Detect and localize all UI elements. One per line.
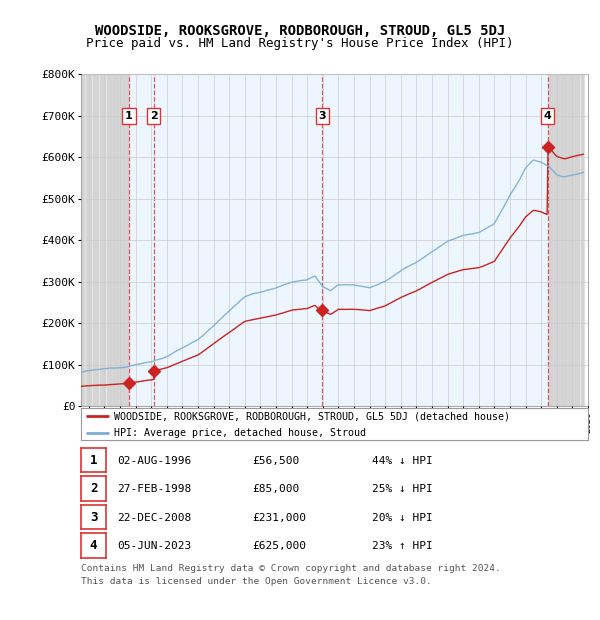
Text: Price paid vs. HM Land Registry's House Price Index (HPI): Price paid vs. HM Land Registry's House … <box>86 37 514 50</box>
Bar <box>576 74 577 406</box>
Text: 05-JUN-2023: 05-JUN-2023 <box>117 541 191 551</box>
Bar <box>559 74 560 406</box>
Text: 1: 1 <box>125 111 133 121</box>
Bar <box>121 74 122 406</box>
Bar <box>102 74 103 406</box>
Text: 44% ↓ HPI: 44% ↓ HPI <box>372 456 433 466</box>
Bar <box>548 74 549 406</box>
Text: WOODSIDE, ROOKSGROVE, RODBOROUGH, STROUD, GL5 5DJ: WOODSIDE, ROOKSGROVE, RODBOROUGH, STROUD… <box>95 24 505 38</box>
Text: 27-FEB-1998: 27-FEB-1998 <box>117 484 191 494</box>
Bar <box>118 74 119 406</box>
Text: 1: 1 <box>90 454 97 466</box>
Bar <box>578 74 579 406</box>
Text: 25% ↓ HPI: 25% ↓ HPI <box>372 484 433 494</box>
Bar <box>81 74 82 406</box>
Bar <box>109 74 110 406</box>
Bar <box>125 74 127 406</box>
Bar <box>112 74 113 406</box>
Text: £625,000: £625,000 <box>252 541 306 551</box>
Text: 22-DEC-2008: 22-DEC-2008 <box>117 513 191 523</box>
Bar <box>129 74 154 406</box>
Bar <box>562 74 563 406</box>
Bar <box>123 74 124 406</box>
Bar <box>569 74 570 406</box>
Bar <box>81 74 129 406</box>
Bar <box>566 74 568 406</box>
Bar <box>574 74 575 406</box>
Text: 02-AUG-1996: 02-AUG-1996 <box>117 456 191 466</box>
Text: 20% ↓ HPI: 20% ↓ HPI <box>372 513 433 523</box>
Bar <box>95 74 96 406</box>
Text: 2: 2 <box>90 482 97 495</box>
Bar <box>88 74 89 406</box>
Bar <box>154 74 322 406</box>
Text: £231,000: £231,000 <box>252 513 306 523</box>
Bar <box>564 74 565 406</box>
Text: WOODSIDE, ROOKSGROVE, RODBOROUGH, STROUD, GL5 5DJ (detached house): WOODSIDE, ROOKSGROVE, RODBOROUGH, STROUD… <box>114 411 510 421</box>
Text: This data is licensed under the Open Government Licence v3.0.: This data is licensed under the Open Gov… <box>81 577 432 587</box>
Bar <box>571 74 572 406</box>
Bar <box>550 74 551 406</box>
Bar <box>86 74 87 406</box>
Bar <box>104 74 106 406</box>
Text: £56,500: £56,500 <box>252 456 299 466</box>
Text: Contains HM Land Registry data © Crown copyright and database right 2024.: Contains HM Land Registry data © Crown c… <box>81 564 501 573</box>
Bar <box>548 74 583 406</box>
Bar <box>107 74 108 406</box>
Bar <box>114 74 115 406</box>
Bar <box>553 74 554 406</box>
Bar <box>93 74 94 406</box>
Text: 4: 4 <box>90 539 97 552</box>
Text: £85,000: £85,000 <box>252 484 299 494</box>
Text: 3: 3 <box>319 111 326 121</box>
Bar <box>557 74 558 406</box>
Bar <box>128 74 129 406</box>
Text: 2: 2 <box>150 111 158 121</box>
Bar <box>555 74 556 406</box>
Bar <box>116 74 117 406</box>
Bar <box>100 74 101 406</box>
Bar <box>322 74 548 406</box>
Bar <box>583 74 584 406</box>
Text: 3: 3 <box>90 511 97 523</box>
Bar <box>97 74 98 406</box>
Text: HPI: Average price, detached house, Stroud: HPI: Average price, detached house, Stro… <box>114 428 366 438</box>
Bar <box>83 74 85 406</box>
Text: 4: 4 <box>544 111 551 121</box>
Text: 23% ↑ HPI: 23% ↑ HPI <box>372 541 433 551</box>
